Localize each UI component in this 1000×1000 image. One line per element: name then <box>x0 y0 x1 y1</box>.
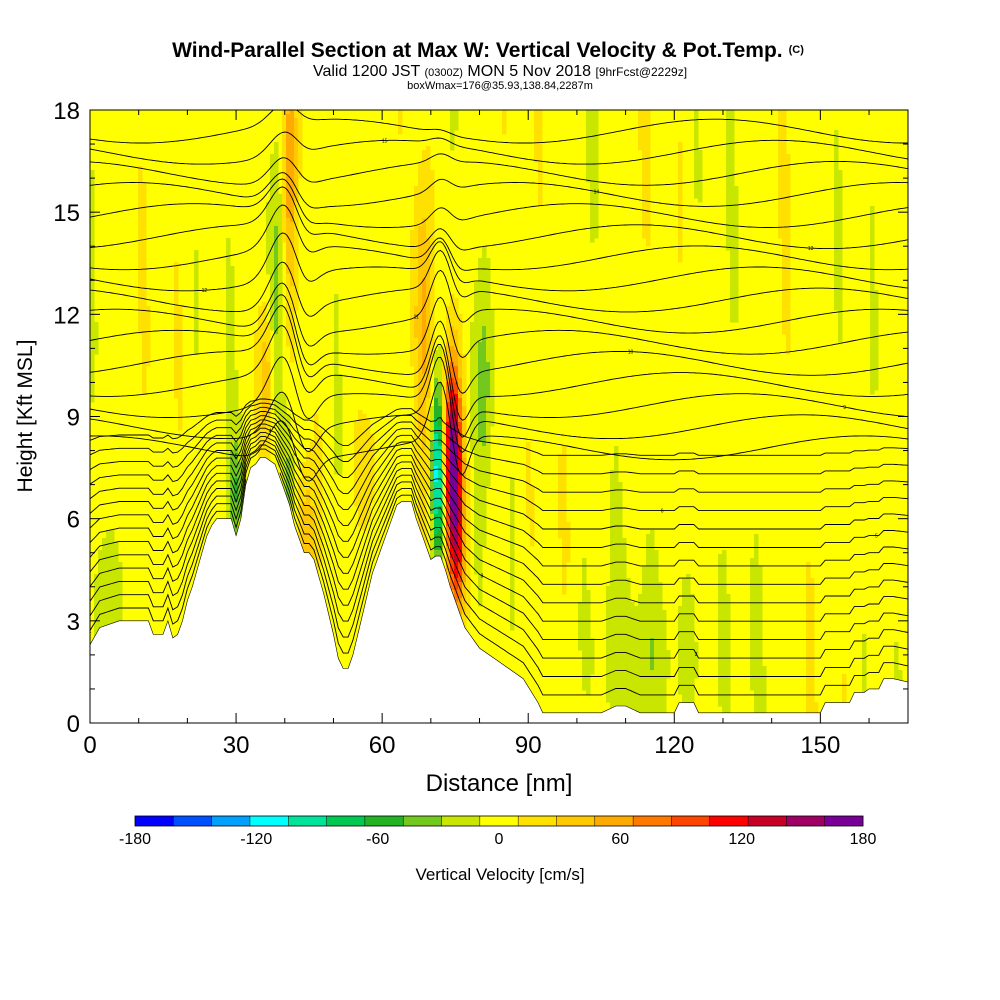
theta-contour <box>90 294 908 366</box>
theta-contour-label: 2 <box>695 652 698 658</box>
theta-contour-label: 12 <box>202 288 208 294</box>
theta-contour <box>90 186 908 251</box>
theta-contour-label: 1 <box>89 629 92 635</box>
colorbar-segment <box>326 816 366 826</box>
theta-contour-label: 8 <box>235 453 238 459</box>
colorbar-tick-label: 180 <box>850 831 877 848</box>
colorbar-tick-label: -120 <box>240 831 272 848</box>
theta-contour <box>90 444 908 659</box>
theta-contour-label: 10 <box>628 350 634 356</box>
theta-contour <box>90 419 908 548</box>
theta-contour <box>90 356 908 453</box>
colorbar-tick-label: 120 <box>728 831 755 848</box>
colorbar-segment <box>748 816 787 826</box>
theta-contour <box>90 249 908 317</box>
colorbar-segment <box>709 816 749 826</box>
colorbar-segment <box>824 816 864 826</box>
y-tick-label: 15 <box>53 200 80 227</box>
x-tick-label: 0 <box>83 732 96 759</box>
y-tick-label: 12 <box>53 302 80 329</box>
chart-subtitle: Valid 1200 JST (0300Z) MON 5 Nov 2018 [9… <box>313 63 687 80</box>
x-tick-label: 30 <box>223 732 250 759</box>
x-axis-label: Distance [nm] <box>426 770 573 797</box>
colorbar-segment <box>594 816 634 826</box>
colorbar-tick-label: 60 <box>611 831 629 848</box>
y-tick-label: 6 <box>67 507 80 534</box>
colorbar-segment <box>173 816 212 826</box>
theta-contour <box>90 305 908 394</box>
theta-contour <box>90 448 908 677</box>
y-axis-label: Height [Kft MSL] <box>14 340 37 493</box>
colorbar-segment <box>786 816 825 826</box>
theta-contour-label: 13 <box>808 246 814 252</box>
colorbar-segment <box>633 816 672 826</box>
chart-subtitle-2: boxWmax=176@35.93,138.84,2287m <box>407 80 593 92</box>
colorbar-tick-label: -180 <box>119 831 151 848</box>
theta-contour-label: 15 <box>382 138 388 144</box>
theta-contour <box>90 406 908 493</box>
theta-contour-label: 11 <box>414 315 419 321</box>
theta-contour <box>90 423 908 567</box>
theta-contour <box>90 402 908 475</box>
y-tick-label: 3 <box>67 609 80 636</box>
theta-contour-label: 14 <box>594 190 600 196</box>
theta-contour <box>90 415 908 530</box>
theta-contour <box>90 172 908 209</box>
theta-contour <box>90 325 908 421</box>
theta-contour-label: 6 <box>661 509 664 515</box>
x-tick-label: 90 <box>515 732 542 759</box>
chart-title: Wind-Parallel Section at Max W: Vertical… <box>172 39 804 62</box>
theta-contour-label: 3 <box>481 574 484 580</box>
colorbar-segment <box>211 816 251 826</box>
colorbar-segment <box>671 816 711 826</box>
theta-contour <box>90 131 908 165</box>
theta-contour <box>90 178 908 228</box>
theta-contour <box>90 440 908 641</box>
colorbar-segment <box>403 816 442 826</box>
theta-contour <box>90 431 908 604</box>
terrain-profile <box>90 457 908 723</box>
colorbar: -180 -120 -60 0 60 120 180 <box>119 815 877 848</box>
theta-contour <box>90 343 908 438</box>
colorbar-segment <box>479 816 519 826</box>
theta-contour <box>90 204 908 271</box>
colorbar-label: Vertical Velocity [cm/s] <box>415 865 584 884</box>
theta-contour <box>90 436 908 622</box>
theta-contour <box>90 427 908 585</box>
colorbar-segment <box>364 816 404 826</box>
y-tick-label: 18 <box>53 98 80 125</box>
colorbar-segment <box>135 816 174 826</box>
chart-title-unit: (C) <box>789 44 805 56</box>
theta-contour <box>90 411 908 512</box>
colorbar-tick-label: 0 <box>495 831 504 848</box>
x-tick-label: 150 <box>800 732 840 759</box>
theta-contour-label: 7 <box>449 437 452 443</box>
theta-contour-label: 4 <box>269 428 272 434</box>
terrain-outline <box>90 457 908 714</box>
theta-contour <box>90 472 908 696</box>
x-tick-label: 60 <box>369 732 396 759</box>
theta-contour <box>90 232 908 292</box>
colorbar-segment <box>441 816 481 826</box>
colorbar-segment <box>556 816 596 826</box>
colorbar-frame <box>134 815 864 827</box>
y-tick-label: 9 <box>67 405 80 432</box>
x-tick-label: 120 <box>654 732 694 759</box>
y-tick-label: 0 <box>67 711 80 738</box>
theta-contour <box>90 153 908 186</box>
theta-contour <box>90 381 908 482</box>
colorbar-segment <box>249 816 289 826</box>
colorbar-segment <box>518 816 557 826</box>
theta-contour <box>90 269 908 347</box>
theta-contour-label: 9 <box>843 405 846 411</box>
theta-contour-label: 5 <box>875 534 878 540</box>
colorbar-segment <box>288 816 327 826</box>
colorbar-tick-label: -60 <box>366 831 389 848</box>
theta-contour <box>90 110 908 144</box>
